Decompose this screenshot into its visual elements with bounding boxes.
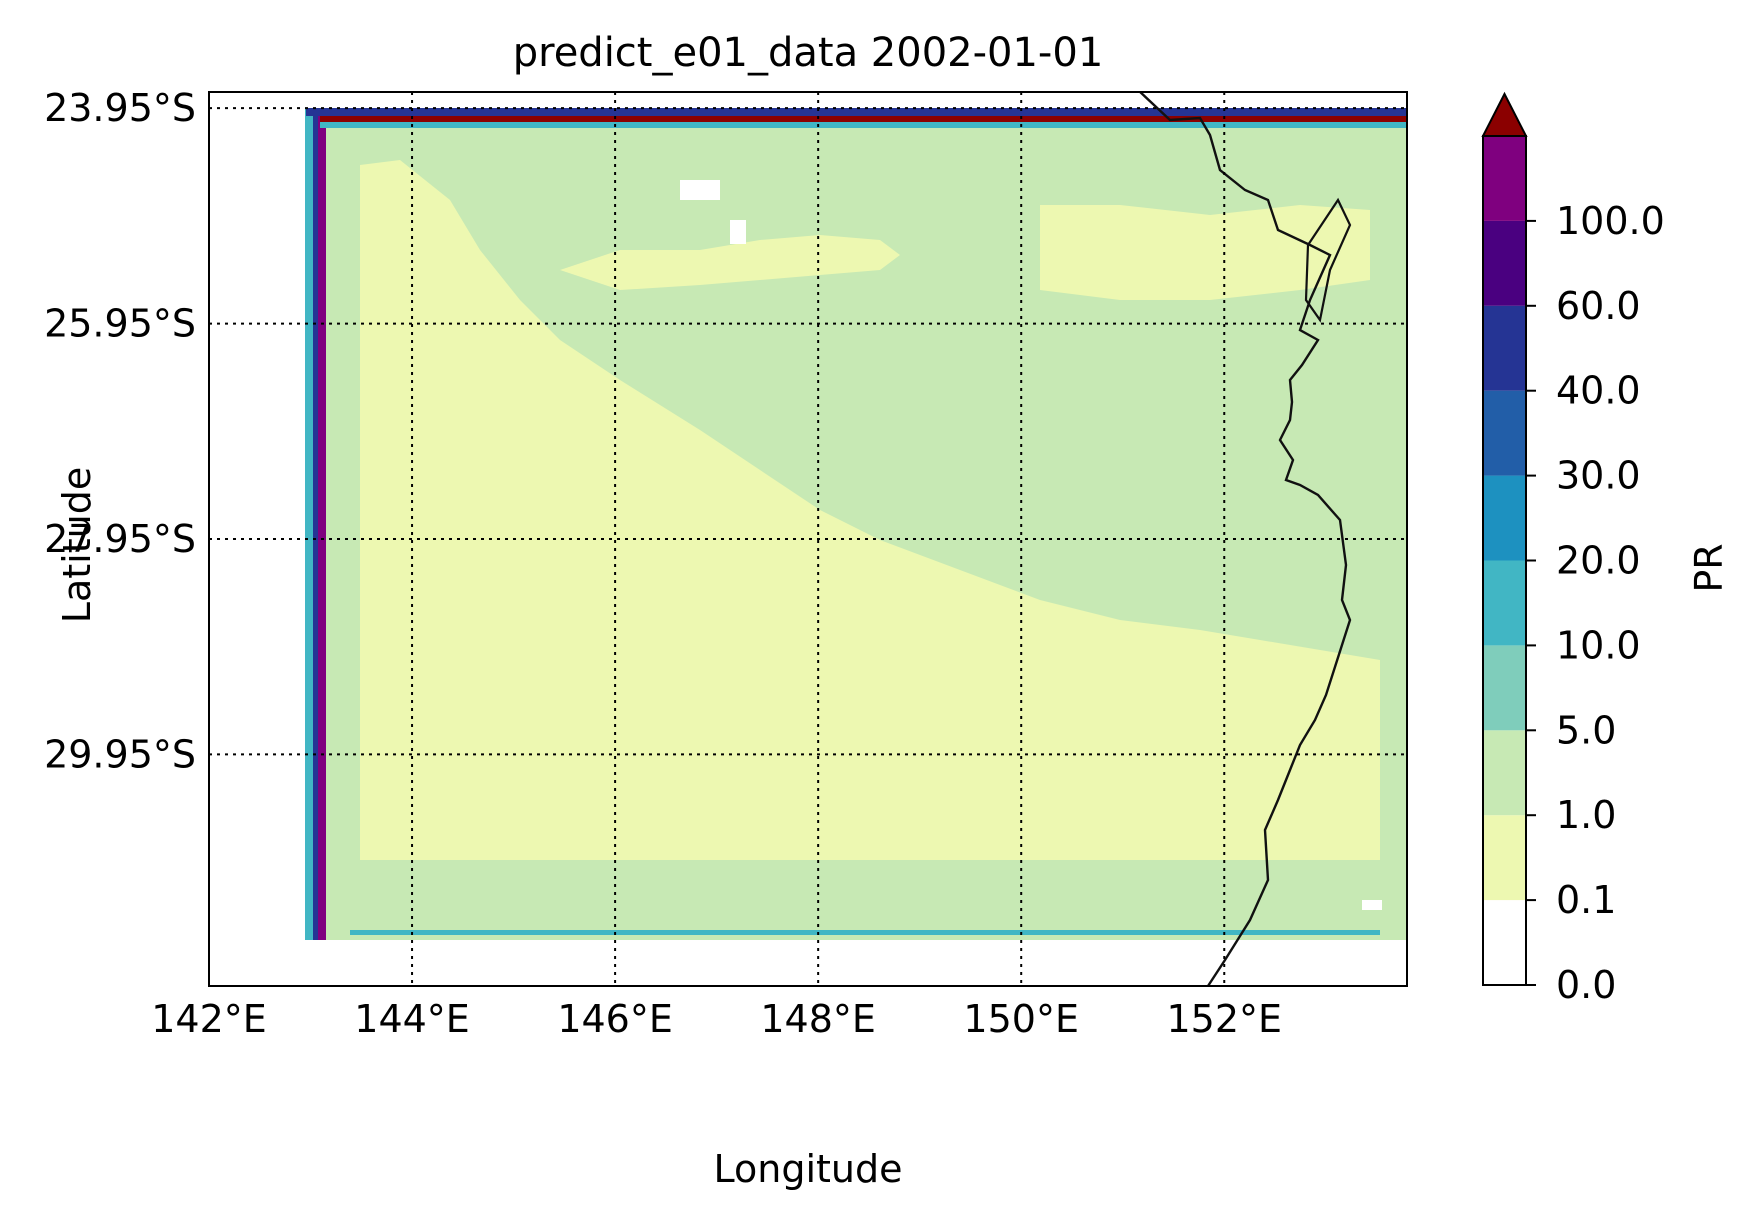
field-band-0.1-1-north bbox=[560, 235, 900, 290]
colorbar-tick-label: 100.0 bbox=[1556, 199, 1665, 243]
x-tick-label: 146°E bbox=[557, 997, 673, 1041]
y-axis-label: Latitude bbox=[55, 467, 99, 623]
colorbar-segment bbox=[1483, 136, 1526, 221]
west-edge-band-3 bbox=[318, 108, 326, 940]
map-frame bbox=[208, 91, 1408, 987]
colorbar-label: PR bbox=[1687, 543, 1731, 592]
y-tick-labels: 23.95°S 25.95°S 27.95°S 29.95°S bbox=[44, 86, 196, 776]
field-band-0.1-1-northeast bbox=[1040, 205, 1370, 300]
y-tick-label: 29.95°S bbox=[44, 732, 196, 776]
x-tick-label: 150°E bbox=[963, 997, 1079, 1041]
x-tick-labels: 142°E 144°E 146°E 148°E 150°E 152°E bbox=[151, 997, 1282, 1041]
y-tick-label: 25.95°S bbox=[44, 302, 196, 346]
colorbar-segment bbox=[1483, 815, 1526, 901]
colorbar-segment bbox=[1483, 475, 1526, 561]
precipitation-field bbox=[305, 108, 1406, 940]
y-tick-label: 23.95°S bbox=[44, 86, 196, 130]
colorbar-tick-label: 20.0 bbox=[1556, 539, 1641, 583]
colorbar-tick-label: 1.0 bbox=[1556, 793, 1616, 837]
colorbar-tick-label: 40.0 bbox=[1556, 369, 1641, 413]
colorbar-tick-label: 60.0 bbox=[1556, 284, 1641, 328]
coastline bbox=[1138, 92, 1352, 986]
colorbar-extend-arrow bbox=[1481, 91, 1528, 137]
north-edge-band-1 bbox=[306, 108, 1406, 116]
colorbar-segment bbox=[1483, 645, 1526, 731]
north-edge-band-2 bbox=[320, 116, 1406, 122]
chart-title: predict_e01_data 2002-01-01 bbox=[513, 30, 1104, 76]
map-plot-area bbox=[209, 92, 1407, 986]
field-gap-2 bbox=[730, 220, 746, 244]
colorbar-tick-label: 30.0 bbox=[1556, 454, 1641, 498]
west-edge-band-1 bbox=[305, 108, 315, 940]
colorbar-segment bbox=[1483, 220, 1526, 306]
north-edge-band-3 bbox=[320, 122, 1406, 128]
colorbar-tick-label: 0.0 bbox=[1556, 963, 1616, 1007]
colorbar: 0.0 0.1 1.0 5.0 10.0 20.0 30.0 40.0 60.0 100.0 bbox=[1481, 91, 1665, 1007]
x-tick-label: 144°E bbox=[354, 997, 470, 1041]
colorbar-segment bbox=[1483, 305, 1526, 391]
field-band-10-20-south-edge bbox=[350, 930, 1380, 935]
colorbar-segment bbox=[1483, 390, 1526, 476]
x-tick-label: 152°E bbox=[1166, 997, 1282, 1041]
colorbar-tick-label: 10.0 bbox=[1556, 623, 1641, 667]
colorbar-segment bbox=[1483, 730, 1526, 816]
colorbar-tick-label: 0.1 bbox=[1556, 878, 1616, 922]
gridlines bbox=[209, 92, 1407, 986]
field-band-1-5-south-edge bbox=[360, 860, 1380, 900]
field-gap-1 bbox=[680, 180, 720, 200]
west-edge-band-2 bbox=[313, 108, 321, 940]
x-axis-label: Longitude bbox=[714, 1147, 903, 1191]
colorbar-segment bbox=[1483, 900, 1526, 985]
coastline-island bbox=[1304, 197, 1352, 323]
x-tick-label: 148°E bbox=[760, 997, 876, 1041]
colorbar-segment bbox=[1483, 560, 1526, 646]
x-tick-label: 142°E bbox=[151, 997, 267, 1041]
field-gap-3 bbox=[1362, 900, 1382, 910]
y-tick-label: 27.95°S bbox=[44, 517, 196, 561]
colorbar-tick-label: 5.0 bbox=[1556, 708, 1616, 752]
